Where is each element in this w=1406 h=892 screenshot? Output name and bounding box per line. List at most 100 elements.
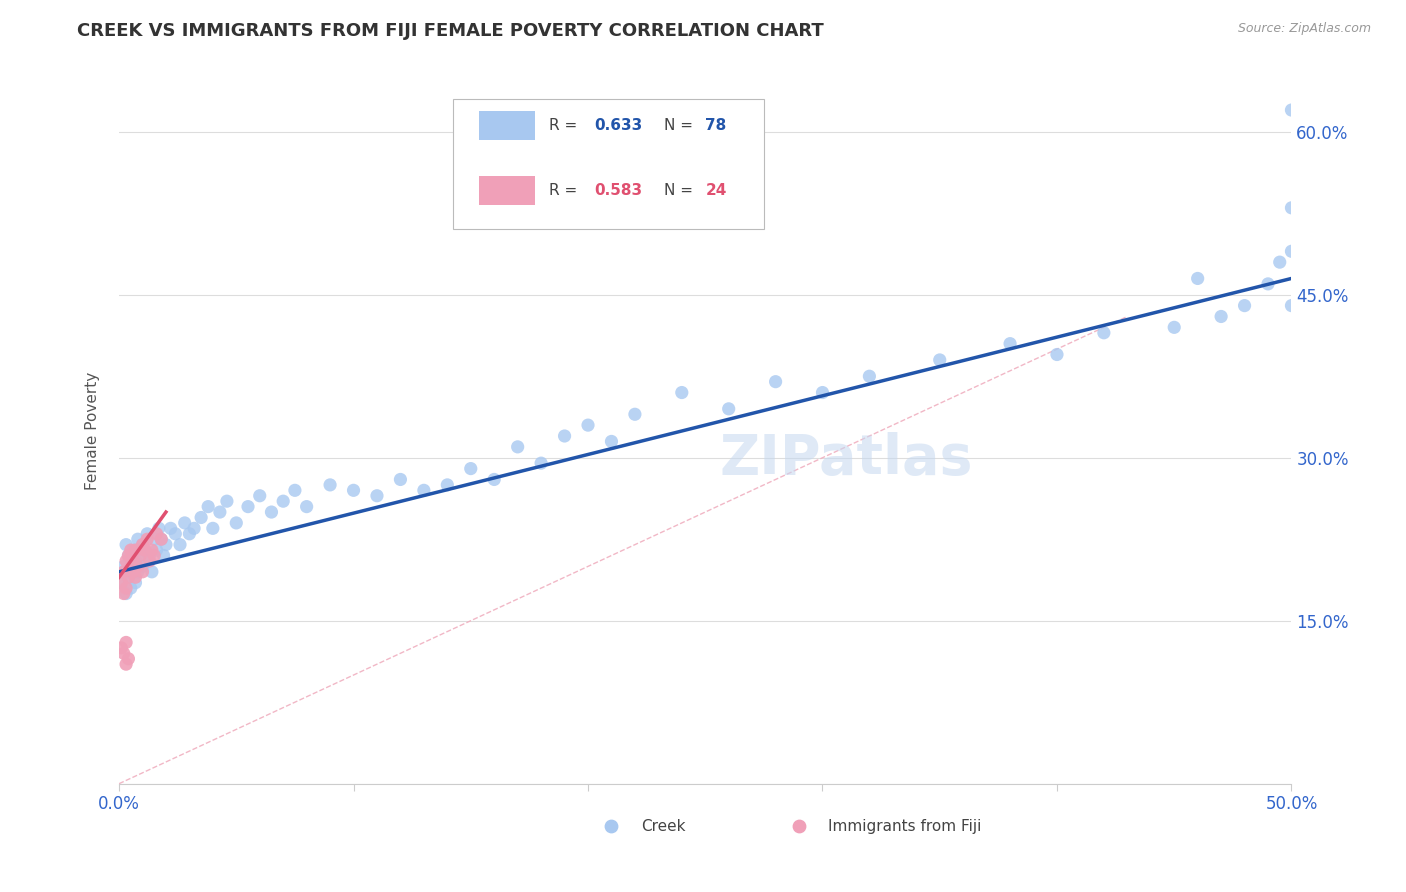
Text: ZIPatlas: ZIPatlas <box>720 432 973 486</box>
Point <box>1281 201 1303 215</box>
Point <box>225 516 247 530</box>
Point <box>110 640 132 655</box>
Point <box>1092 326 1115 340</box>
Point <box>155 538 177 552</box>
Point <box>112 559 135 574</box>
Point <box>342 483 364 498</box>
Point <box>366 489 388 503</box>
Point <box>928 353 950 368</box>
Text: 78: 78 <box>706 118 727 133</box>
Point <box>295 500 318 514</box>
Point <box>1163 320 1185 334</box>
Point <box>1257 277 1279 291</box>
Point <box>284 483 307 498</box>
Bar <box>479 112 536 139</box>
Point <box>117 651 139 665</box>
Point <box>127 559 149 574</box>
Point <box>129 549 152 563</box>
Point <box>436 478 458 492</box>
Point <box>1187 271 1209 285</box>
Text: R =: R = <box>550 118 582 133</box>
Point <box>120 565 142 579</box>
Point <box>127 533 149 547</box>
Point <box>117 549 139 563</box>
Point <box>134 543 156 558</box>
Point <box>1092 842 1115 856</box>
Point <box>115 586 138 600</box>
Point <box>120 581 142 595</box>
Point <box>115 554 138 568</box>
Point <box>117 549 139 563</box>
Point <box>236 500 259 514</box>
Point <box>412 483 434 498</box>
Point <box>127 565 149 579</box>
Point <box>201 521 224 535</box>
Point <box>765 375 787 389</box>
Point <box>136 533 159 547</box>
Point <box>215 494 238 508</box>
Point <box>150 533 173 547</box>
Point <box>143 533 166 547</box>
Text: R =: R = <box>550 183 582 198</box>
Point <box>1233 299 1256 313</box>
Text: Creek: Creek <box>641 819 685 833</box>
Point <box>122 565 145 579</box>
Point <box>124 554 146 568</box>
Text: CREEK VS IMMIGRANTS FROM FIJI FEMALE POVERTY CORRELATION CHART: CREEK VS IMMIGRANTS FROM FIJI FEMALE POV… <box>77 22 824 40</box>
Point <box>129 549 152 563</box>
Point <box>1211 310 1233 324</box>
Point <box>998 336 1021 351</box>
Point <box>131 565 153 579</box>
Point <box>389 473 412 487</box>
Point <box>143 549 166 563</box>
Point <box>131 559 153 574</box>
Text: Source: ZipAtlas.com: Source: ZipAtlas.com <box>1237 22 1371 36</box>
Point <box>1281 244 1303 259</box>
Point <box>159 521 181 535</box>
Point <box>1281 103 1303 117</box>
Point <box>811 385 834 400</box>
Point <box>122 559 145 574</box>
Point <box>115 538 138 552</box>
Point <box>120 559 142 574</box>
Point <box>858 369 880 384</box>
Point <box>197 500 219 514</box>
Point <box>165 526 187 541</box>
Point <box>138 554 160 568</box>
Point <box>145 543 167 558</box>
Text: 0.583: 0.583 <box>593 183 643 198</box>
Point <box>115 657 138 672</box>
Point <box>671 385 693 400</box>
Point <box>717 401 740 416</box>
Point <box>183 521 205 535</box>
Point <box>141 543 163 558</box>
Point <box>141 565 163 579</box>
Point <box>1046 347 1069 361</box>
Point <box>131 538 153 552</box>
Text: 24: 24 <box>706 183 727 198</box>
Point <box>122 554 145 568</box>
Point <box>152 549 174 563</box>
FancyBboxPatch shape <box>453 99 763 229</box>
Point <box>260 505 283 519</box>
Point <box>600 434 623 449</box>
Point <box>460 461 482 475</box>
Point <box>148 521 170 535</box>
Point <box>576 418 599 433</box>
Point <box>173 516 195 530</box>
Point <box>112 646 135 660</box>
Point <box>271 494 294 508</box>
Point <box>145 526 167 541</box>
Text: 0.633: 0.633 <box>593 118 643 133</box>
Point <box>136 526 159 541</box>
Point <box>249 489 271 503</box>
Point <box>484 473 506 487</box>
Point <box>150 533 173 547</box>
Point <box>1268 255 1291 269</box>
Point <box>1281 299 1303 313</box>
Point <box>117 570 139 584</box>
Point <box>110 575 132 590</box>
Point <box>319 478 342 492</box>
Point <box>117 570 139 584</box>
Point <box>624 407 647 421</box>
